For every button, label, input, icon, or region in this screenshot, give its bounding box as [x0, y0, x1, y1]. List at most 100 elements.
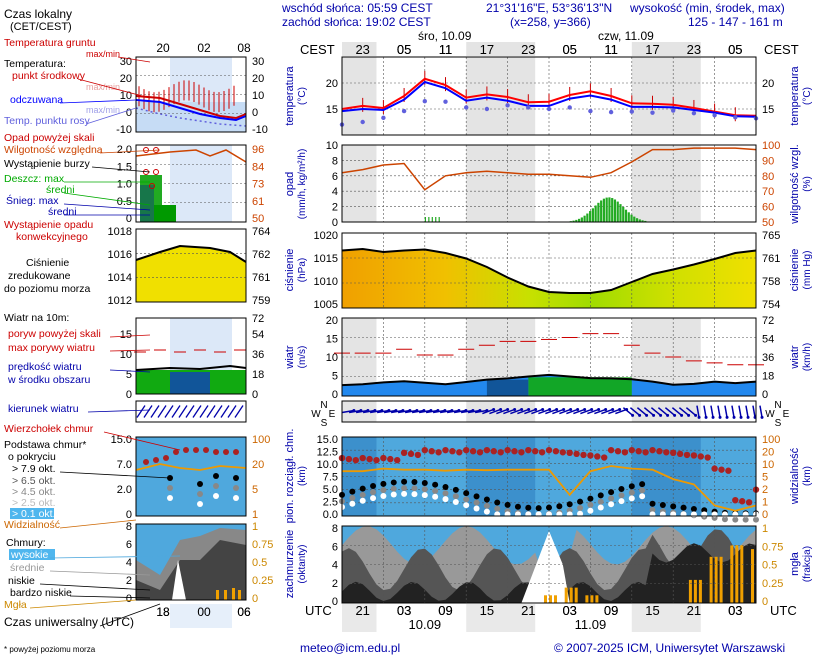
night-band [342, 145, 377, 222]
small-hum-tick-right: 84 [252, 161, 264, 173]
cloud-base-dot-low [473, 505, 480, 512]
rain-bar [608, 197, 611, 222]
pressure-tick-left: 1020 [314, 230, 338, 242]
wind-arrow-head [499, 407, 503, 411]
legend-connector [49, 570, 151, 576]
small-cloud-base-dot [233, 475, 239, 481]
wind-arrow-head [638, 413, 642, 417]
cloud-top-dot [428, 448, 435, 455]
cloud-top-dot [483, 446, 491, 454]
cloud-base-dot-mid [494, 505, 501, 512]
wind-arrow-head [746, 415, 750, 419]
small-temp-tick-right: -10 [252, 124, 268, 136]
cloud-top-dot [718, 466, 725, 473]
small-utc-tick: 06 [237, 605, 251, 619]
dewpoint-point [608, 109, 614, 115]
cloud-base-dot [494, 499, 501, 506]
small-wind-arrow [143, 405, 153, 418]
axis-title-cov-l2: (oktanty) [297, 545, 308, 584]
cloud-base-dot-low [411, 491, 418, 498]
cloud-top-dot [635, 448, 642, 455]
small-wind-arrow [213, 405, 223, 418]
legend-high-swatch [9, 549, 55, 560]
cloud-base-dot-low [525, 511, 532, 518]
wind-arrow [348, 409, 362, 414]
rain-tick-left: 10 [326, 140, 338, 152]
rain-bar [633, 216, 636, 222]
pressure-tick-right: 758 [762, 276, 780, 288]
cloud-base-dot-mid [742, 516, 749, 523]
legend-connector [99, 603, 161, 627]
dewpoint-point [381, 115, 386, 121]
cloud-top-dot [449, 448, 456, 455]
fog-tick-right: 0 [762, 596, 768, 608]
legend-low: niskie [8, 575, 35, 587]
cloud-top-dot [387, 455, 394, 463]
small-wind-arrow [178, 405, 188, 418]
small-wind-line [135, 364, 247, 371]
cest-tick-label: 05 [397, 42, 411, 57]
wind-tick-left: 20 [326, 315, 338, 327]
dewpoint-point [546, 106, 552, 112]
legend-okt45: > 4.5 okt. [12, 486, 56, 498]
small-utc-tick: 00 [197, 605, 211, 619]
wind-arrow [745, 405, 749, 418]
legend-connector [29, 599, 137, 609]
cloud-base-dot-low [349, 500, 356, 507]
legend-rain-max: Deszcz: max [4, 173, 65, 185]
legend-wind-avg1: prędkość wiatru [8, 361, 82, 373]
cloud-base-dot-mid [577, 504, 584, 511]
wind-arrow-head [631, 413, 635, 417]
legend-connector [117, 56, 151, 63]
panel-bg [136, 401, 246, 422]
small-cloud-base-dot-low [197, 501, 203, 507]
legend-cloud-base1: Podstawa chmur* [4, 439, 86, 451]
cloud-top-dot [656, 448, 663, 455]
pressure-tick-left: 1015 [314, 253, 338, 265]
cloud-base-dot-mid [753, 516, 759, 523]
cloud-top-dot [352, 456, 359, 464]
wind-tick-right: 36 [762, 352, 774, 364]
fog-bar [693, 579, 697, 603]
compass-e: E [329, 409, 336, 420]
legend-connector [63, 203, 151, 211]
cloud-base-dot [401, 478, 408, 485]
cest-tick-label: 17 [480, 42, 494, 57]
wind-tick-left: 10 [326, 352, 338, 364]
visibility-tick-right: 10 [762, 459, 774, 471]
small-wind-arrow [206, 405, 216, 418]
axis-title-temp-r: temperatura [789, 65, 801, 125]
small-pressure-tick-left: 1018 [108, 226, 132, 238]
cloud-top-dot [442, 446, 449, 454]
cloud-tick-left: 7.5 [323, 472, 338, 484]
small-temp-tick-right: 10 [252, 90, 264, 102]
small-low-cloud [136, 540, 246, 600]
small-cloud-base-dot-mid [197, 491, 203, 497]
axis-title-rain-l2: (mm/h, kg/m²/h) [297, 149, 308, 220]
wind-arrow-head [694, 413, 698, 417]
coords-text: 21°31'16"E, 53°36'13"N [486, 1, 612, 15]
night-band [466, 42, 536, 56]
small-hum-tick-right: 61 [252, 196, 264, 208]
cloud-base-dot-mid [432, 488, 439, 495]
cloud-top-dot [407, 450, 415, 458]
dewpoint-point [588, 108, 593, 114]
cloud-base-dot [566, 501, 573, 508]
night-band [631, 145, 701, 222]
legend-midpoint: punkt środkowy [12, 70, 86, 82]
dewpoint-point [629, 109, 634, 114]
night-band [342, 42, 377, 56]
cloud-base-dot [390, 479, 397, 486]
legend-connector [63, 192, 151, 206]
rain-bar [589, 211, 592, 222]
footer-email[interactable]: meteo@icm.edu.pl [300, 641, 400, 655]
small-cloud-tick-left: 7.0 [117, 459, 132, 471]
axis-title-pres-l: ciśnienie [284, 249, 296, 292]
wind-dark-block [486, 379, 529, 396]
axis-title-pres-r2: (mm Hg) [802, 251, 813, 290]
small-pressure-tick-right: 761 [252, 272, 270, 284]
small-temp-tick-right: 20 [252, 73, 264, 85]
day-band [170, 604, 232, 628]
fog-bar [735, 545, 739, 603]
